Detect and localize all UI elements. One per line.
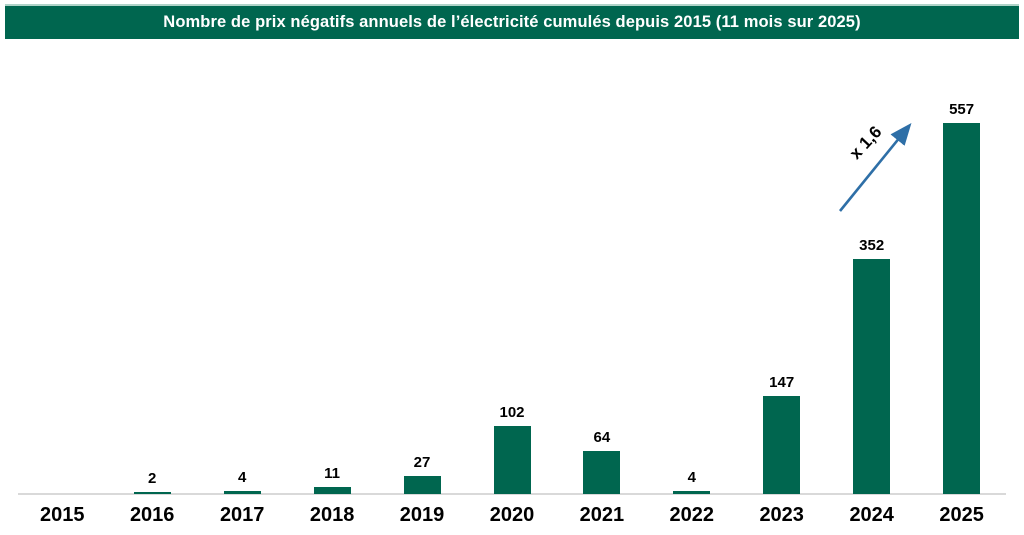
x-tick-label-2020: 2020 (489, 504, 535, 526)
x-tick-label-2019: 2019 (399, 504, 445, 526)
bar-2018 (313, 487, 351, 494)
bar-2023 (763, 396, 801, 494)
x-tick-label-2018: 2018 (309, 504, 355, 526)
value-label-2016: 2 (148, 470, 157, 487)
bar-2016 (133, 492, 171, 494)
value-label-2018: 11 (324, 465, 341, 482)
x-axis-line (18, 493, 1006, 495)
x-tick-label-2017: 2017 (219, 504, 265, 526)
x-tick-label-2025: 2025 (939, 504, 984, 526)
value-label-2021: 64 (593, 429, 611, 446)
value-label-2017: 4 (238, 469, 247, 486)
value-label-2025: 557 (949, 101, 975, 118)
bar-2024 (853, 259, 891, 494)
bar-2021 (583, 451, 621, 494)
chart-title: Nombre de prix négatifs annuels de l’éle… (163, 13, 861, 31)
value-label-2020: 102 (499, 404, 525, 421)
bar-2019 (403, 476, 441, 494)
value-label-2023: 147 (769, 374, 795, 391)
bar-2020 (493, 426, 531, 494)
bar-2017 (223, 491, 261, 494)
chart-title-bar: Nombre de prix négatifs annuels de l’éle… (5, 4, 1019, 39)
x-tick-label-2021: 2021 (579, 504, 625, 526)
value-label-2024: 352 (859, 237, 885, 254)
x-tick-label-2024: 2024 (849, 504, 894, 526)
x-tick-label-2022: 2022 (669, 504, 715, 526)
value-label-2022: 4 (687, 469, 696, 486)
value-label-2019: 27 (413, 454, 431, 471)
bar-2025 (943, 123, 981, 494)
x-tick-label-2023: 2023 (759, 504, 804, 526)
bar-2022 (673, 491, 711, 494)
x-tick-label-2015: 2015 (40, 504, 85, 526)
x-tick-label-2016: 2016 (129, 504, 175, 526)
